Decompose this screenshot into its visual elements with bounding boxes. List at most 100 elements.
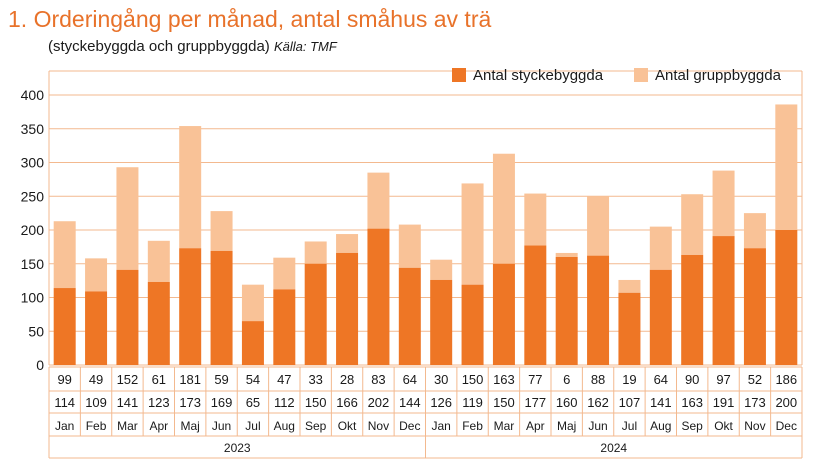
bar-styckebyggda [775, 230, 798, 365]
bar-gruppbyggda [398, 224, 421, 268]
y-tick-label: 100 [21, 290, 45, 306]
bar-styckebyggda [743, 248, 766, 365]
bar-gruppbyggda [273, 257, 296, 290]
table-cell-gruppbyggda: 163 [493, 372, 515, 387]
table-cell-styckebyggda: 160 [556, 395, 578, 410]
x-tick-label: Jun [588, 419, 607, 433]
x-tick-label: Apr [526, 419, 545, 433]
x-tick-label: Jun [212, 419, 231, 433]
table-cell-styckebyggda: 141 [650, 395, 672, 410]
bar-gruppbyggda [492, 153, 515, 264]
bar-gruppbyggda [367, 172, 390, 229]
x-tick-label: Aug [650, 419, 671, 433]
table-cell-styckebyggda: 173 [179, 395, 201, 410]
table-cell-styckebyggda: 144 [399, 395, 421, 410]
x-tick-label: Mar [117, 419, 138, 433]
table-cell-styckebyggda: 169 [211, 395, 233, 410]
legend-swatch-styckebyggda [452, 68, 466, 82]
bar-gruppbyggda [618, 279, 641, 293]
table-cell-styckebyggda: 177 [524, 395, 546, 410]
bar-gruppbyggda [775, 104, 798, 230]
bar-styckebyggda [367, 228, 390, 365]
y-tick-label: 300 [21, 155, 45, 171]
bar-gruppbyggda [524, 193, 547, 246]
bar-gruppbyggda [147, 240, 170, 282]
bar-styckebyggda [587, 255, 610, 365]
table-cell-styckebyggda: 109 [85, 395, 107, 410]
x-tick-label: Sep [682, 419, 704, 433]
legend-swatch-gruppbyggda [634, 68, 648, 82]
bar-gruppbyggda [241, 284, 264, 322]
x-tick-label: Feb [86, 419, 107, 433]
table-cell-gruppbyggda: 33 [308, 372, 322, 387]
bar-gruppbyggda [210, 211, 233, 251]
chart-subtitle: (styckebyggda och gruppbyggda) Källa: TM… [48, 38, 337, 55]
table-cell-gruppbyggda: 64 [403, 372, 417, 387]
bar-gruppbyggda [681, 194, 704, 255]
table-cell-styckebyggda: 114 [54, 395, 75, 410]
table-cell-styckebyggda: 173 [744, 395, 766, 410]
y-tick-label: 350 [21, 121, 45, 137]
table-cell-styckebyggda: 150 [493, 395, 515, 410]
bar-gruppbyggda [85, 258, 108, 292]
y-tick-label: 150 [21, 256, 45, 272]
table-cell-gruppbyggda: 54 [246, 372, 260, 387]
table-cell-gruppbyggda: 88 [591, 372, 605, 387]
table-cell-gruppbyggda: 59 [214, 372, 228, 387]
table-cell-styckebyggda: 166 [336, 395, 358, 410]
x-tick-label: Nov [744, 419, 765, 433]
bar-styckebyggda [524, 245, 547, 365]
table-cell-gruppbyggda: 19 [622, 372, 636, 387]
table-cell-styckebyggda: 112 [274, 395, 295, 410]
x-tick-label: Jul [245, 419, 260, 433]
table-cell-styckebyggda: 65 [246, 395, 260, 410]
bar-gruppbyggda [430, 259, 453, 280]
legend-label-styckebyggda: Antal styckebyggda [473, 67, 604, 84]
y-tick-label: 200 [21, 222, 45, 238]
table-cell-gruppbyggda: 64 [654, 372, 668, 387]
bar-styckebyggda [273, 289, 296, 365]
x-tick-label: Aug [274, 419, 295, 433]
table-cell-gruppbyggda: 83 [371, 372, 385, 387]
table-cell-gruppbyggda: 61 [152, 372, 166, 387]
bar-gruppbyggda [336, 234, 359, 253]
bar-gruppbyggda [587, 196, 610, 256]
table-cell-styckebyggda: 150 [305, 395, 327, 410]
source-label: Källa: TMF [273, 39, 337, 54]
bar-gruppbyggda [649, 226, 672, 270]
bar-styckebyggda [430, 279, 453, 365]
legend-label-gruppbyggda: Antal gruppbyggda [655, 67, 782, 84]
x-tick-label: Mar [494, 419, 515, 433]
table-cell-styckebyggda: 162 [587, 395, 609, 410]
bar-styckebyggda [179, 248, 202, 365]
table-cell-gruppbyggda: 152 [117, 372, 139, 387]
bar-styckebyggda [241, 321, 264, 365]
bar-styckebyggda [555, 257, 578, 365]
table-cell-styckebyggda: 202 [368, 395, 390, 410]
table-cell-gruppbyggda: 150 [462, 372, 484, 387]
x-tick-label: Sep [305, 419, 327, 433]
table-cell-gruppbyggda: 77 [528, 372, 542, 387]
bar-styckebyggda [116, 269, 139, 365]
table-cell-styckebyggda: 107 [619, 395, 641, 410]
table-cell-gruppbyggda: 52 [748, 372, 762, 387]
y-tick-label: 250 [21, 188, 45, 204]
x-tick-label: Feb [462, 419, 483, 433]
bar-styckebyggda [85, 291, 108, 365]
x-tick-label: Okt [714, 419, 733, 433]
x-tick-label: Jan [432, 419, 451, 433]
table-cell-styckebyggda: 200 [775, 395, 797, 410]
bar-styckebyggda [53, 288, 76, 365]
bar-styckebyggda [712, 236, 735, 365]
bar-styckebyggda [304, 263, 327, 365]
bar-gruppbyggda [743, 213, 766, 249]
bar-styckebyggda [492, 263, 515, 365]
bar-gruppbyggda [116, 167, 139, 270]
bar-gruppbyggda [179, 126, 202, 249]
bar-styckebyggda [336, 252, 359, 365]
x-tick-label: Maj [181, 419, 200, 433]
bar-styckebyggda [398, 267, 421, 365]
bar-styckebyggda [681, 254, 704, 365]
bar-gruppbyggda [555, 252, 578, 257]
